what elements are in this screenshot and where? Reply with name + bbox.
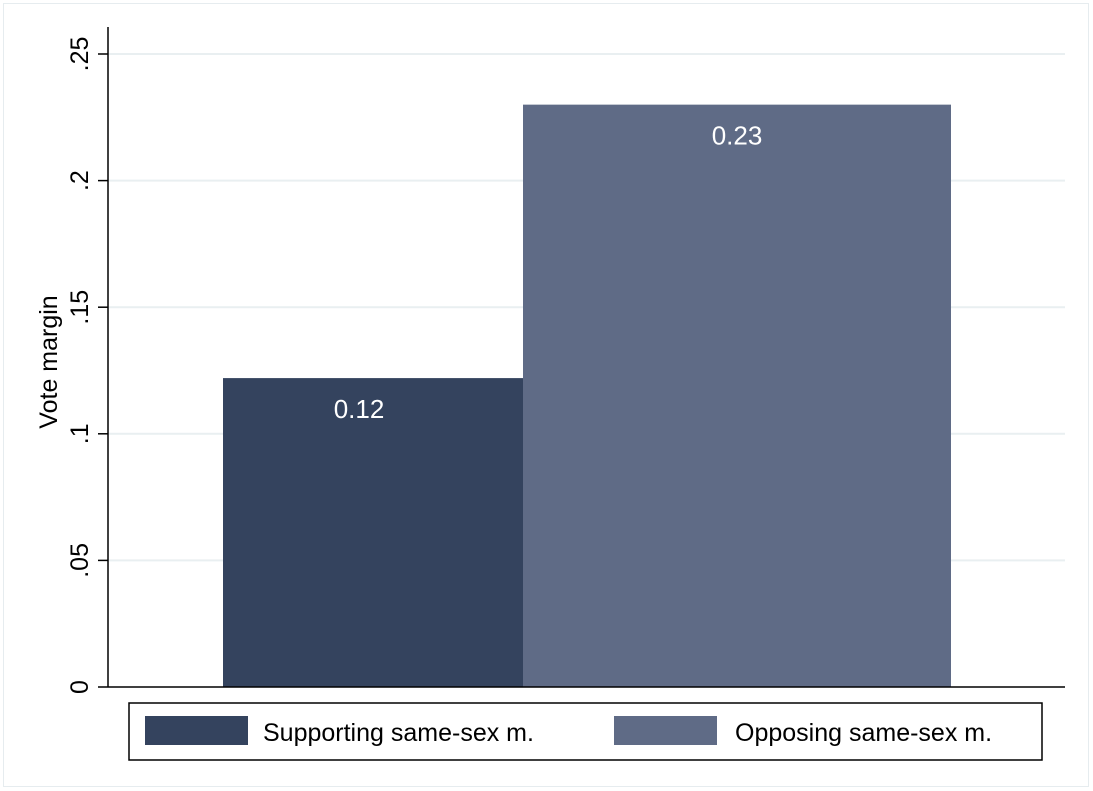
y-tick-label: .25 — [66, 37, 94, 72]
axes: 0 .05 .1 .15 .2 .25 — [66, 27, 1065, 694]
legend-swatch — [614, 716, 717, 745]
y-tick-label: 0 — [66, 680, 94, 694]
bar-data-label: 0.23 — [712, 121, 763, 151]
y-axis-title: Vote margin — [35, 295, 63, 428]
bar — [223, 378, 523, 687]
y-tick-label: .2 — [66, 170, 94, 191]
legend-box — [128, 702, 1043, 761]
legend-label: Opposing same-sex m. — [735, 719, 992, 747]
y-tick-label: .15 — [66, 290, 94, 325]
bar-data-label: 0.12 — [334, 394, 385, 424]
legend: Supporting same-sex m. Opposing same-sex … — [128, 702, 1043, 761]
legend-label: Supporting same-sex m. — [263, 719, 534, 747]
data-labels: 0.12 0.23 — [334, 121, 763, 424]
bars — [223, 104, 951, 687]
bar — [523, 104, 951, 687]
legend-swatch — [145, 716, 248, 745]
y-tick-label: .1 — [66, 423, 94, 444]
y-tick-label: .05 — [66, 543, 94, 578]
